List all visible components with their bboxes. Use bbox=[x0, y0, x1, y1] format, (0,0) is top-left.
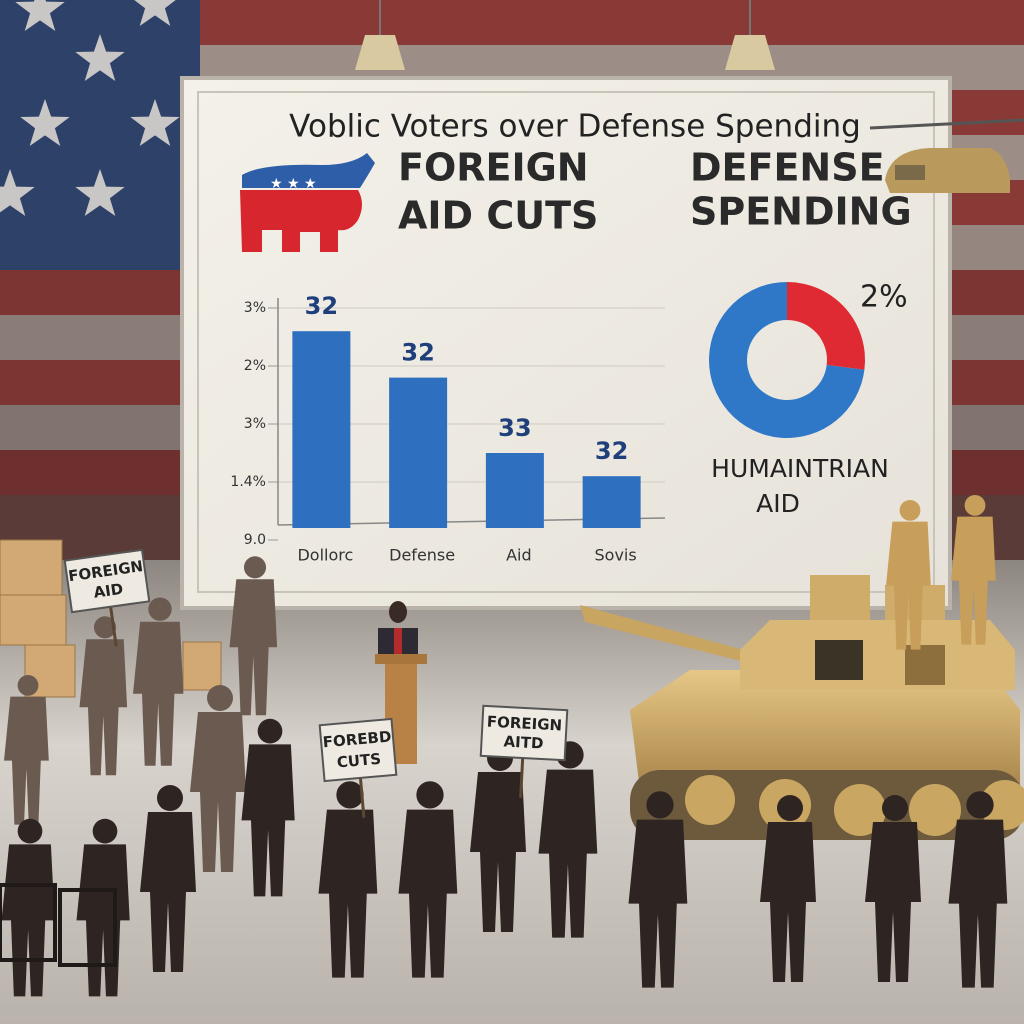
person-head bbox=[148, 597, 172, 621]
sign-board bbox=[479, 704, 569, 762]
person-head bbox=[257, 718, 283, 744]
star bbox=[134, 0, 176, 26]
donut-annotation: 2% bbox=[860, 280, 908, 315]
bar-annotation: 32 bbox=[305, 292, 338, 320]
heading-left: FOREIGN bbox=[398, 146, 589, 190]
chair bbox=[58, 888, 117, 967]
person-body bbox=[948, 819, 1008, 988]
donut-label: HUMAINTRIAN bbox=[711, 454, 889, 483]
heading-right: SPENDING bbox=[690, 190, 912, 234]
crowd bbox=[0, 495, 1008, 997]
tank bbox=[580, 575, 1024, 840]
x-tick-label: Defense bbox=[389, 546, 455, 565]
chair bbox=[0, 883, 57, 962]
party-logo: ★ ★ ★ bbox=[240, 153, 375, 252]
person-body bbox=[79, 639, 128, 776]
sign-stick bbox=[519, 757, 525, 798]
helicopter bbox=[869, 118, 1024, 193]
bar-annotation: 33 bbox=[498, 414, 531, 442]
star bbox=[15, 0, 65, 31]
person-head bbox=[899, 500, 921, 521]
person-head bbox=[93, 616, 117, 639]
person-head bbox=[964, 495, 986, 516]
bar bbox=[582, 476, 641, 528]
donut-segment bbox=[709, 282, 865, 438]
person-head bbox=[882, 795, 908, 821]
charts: 9.0 1.4% 3% 2% 3% 32 Dollorc 32 Defense 33 Aid 32 So… bbox=[230, 280, 907, 565]
person-head bbox=[966, 791, 994, 819]
heading-left: AID CUTS bbox=[398, 194, 598, 238]
board-frame bbox=[197, 91, 935, 593]
donut-label: AID bbox=[756, 489, 800, 518]
person-head bbox=[92, 818, 118, 844]
person-body bbox=[951, 516, 996, 645]
sign-text: CUTS bbox=[336, 750, 382, 772]
y-tick-label: 3% bbox=[244, 300, 266, 316]
sign-text: AID bbox=[92, 580, 124, 602]
person-head bbox=[336, 781, 364, 809]
person-head bbox=[207, 685, 233, 711]
boxes bbox=[0, 539, 222, 698]
bar bbox=[389, 377, 448, 528]
board-title: Voblic Voters over Defense Spending bbox=[289, 109, 861, 145]
person-head bbox=[777, 795, 803, 821]
sign-board bbox=[63, 548, 151, 614]
person-body bbox=[760, 822, 816, 982]
star bbox=[75, 169, 125, 216]
person-body bbox=[3, 696, 49, 825]
person-head bbox=[157, 785, 183, 811]
person-body bbox=[470, 772, 526, 932]
heading-right: DEFENSE bbox=[690, 146, 885, 190]
x-tick-label: Aid bbox=[506, 546, 532, 565]
star bbox=[130, 99, 180, 146]
person-body bbox=[229, 579, 278, 716]
person-head bbox=[17, 818, 43, 844]
star bbox=[0, 169, 35, 216]
person-head bbox=[17, 675, 39, 696]
person-head bbox=[243, 556, 267, 579]
sign-stick bbox=[109, 606, 118, 647]
bar bbox=[292, 331, 351, 528]
person-body bbox=[241, 744, 295, 897]
person-head bbox=[646, 791, 674, 819]
star bbox=[20, 99, 70, 146]
y-tick-label: 2% bbox=[244, 358, 266, 374]
bar-annotation: 32 bbox=[401, 339, 434, 367]
person-body bbox=[865, 822, 921, 982]
bar-annotation: 32 bbox=[595, 437, 628, 465]
bar bbox=[485, 453, 544, 528]
svg-text:★ ★ ★: ★ ★ ★ bbox=[270, 176, 317, 192]
x-tick-label: Sovis bbox=[595, 546, 637, 565]
sign-stick bbox=[358, 777, 366, 818]
person-body bbox=[398, 809, 458, 978]
flag-stars bbox=[0, 0, 180, 216]
star bbox=[75, 34, 125, 81]
person-body bbox=[318, 809, 378, 978]
person-body bbox=[628, 819, 688, 988]
sign-board bbox=[318, 717, 398, 783]
x-tick-label: Dollorc bbox=[297, 546, 353, 565]
person-body bbox=[538, 769, 598, 938]
sign-text: FOREIGN bbox=[486, 713, 562, 735]
y-tick-label: 1.4% bbox=[230, 474, 266, 490]
y-tick-label: 9.0 bbox=[244, 532, 266, 548]
sign-text: AITD bbox=[503, 732, 544, 752]
person-head bbox=[416, 781, 444, 809]
person-body bbox=[190, 712, 246, 872]
lamps bbox=[355, 0, 775, 70]
person-body bbox=[886, 521, 931, 650]
y-tick-label: 3% bbox=[244, 416, 266, 432]
person-body bbox=[140, 812, 196, 972]
person-body bbox=[133, 621, 184, 766]
donut-segment bbox=[787, 282, 866, 370]
sign-text: FOREBD bbox=[322, 728, 392, 752]
